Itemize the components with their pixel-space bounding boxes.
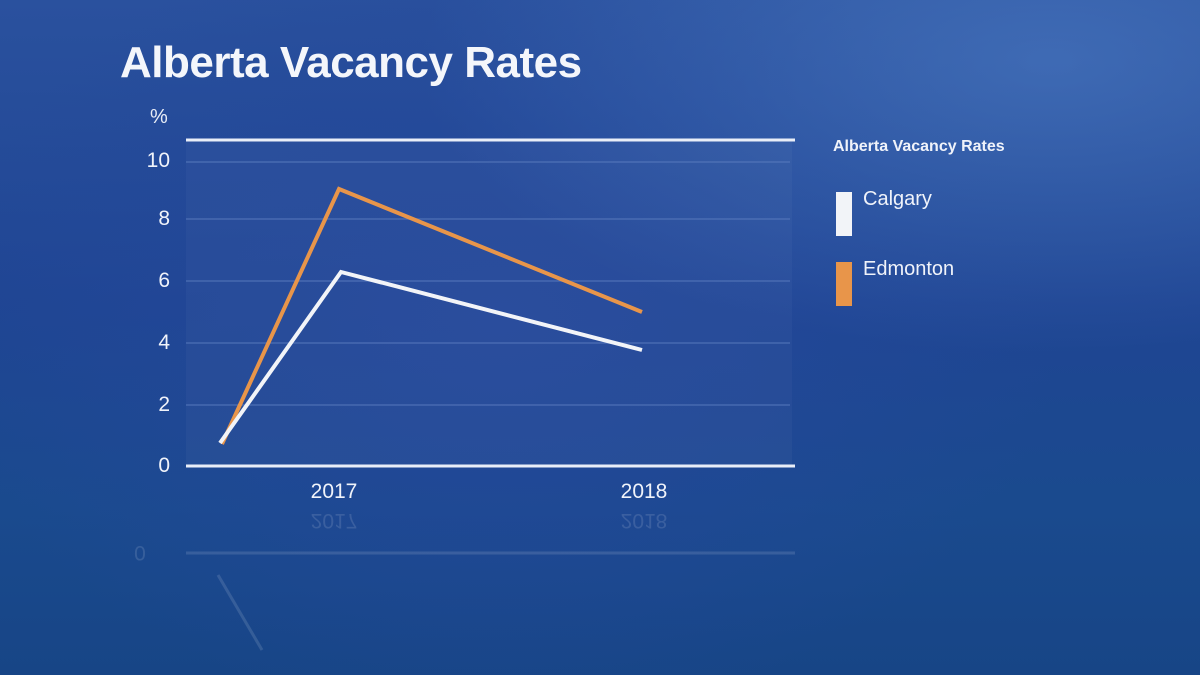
legend-item-calgary[interactable]: Calgary	[833, 188, 1033, 242]
y-tick-10: 10	[146, 149, 170, 172]
legend-swatch-edmonton	[836, 262, 852, 306]
x-tick-2017: 2017	[310, 480, 358, 503]
legend-item-edmonton[interactable]: Edmonton	[833, 258, 1033, 312]
x-tick-2018: 2018	[620, 480, 668, 503]
y-tick-2: 2	[158, 393, 170, 416]
y-tick-6: 6	[158, 269, 170, 292]
y-axis-unit: %	[150, 106, 168, 128]
legend-title: Alberta Vacancy Rates	[833, 138, 1005, 155]
series-calgary-line	[218, 269, 643, 445]
y-tick-0: 0	[158, 454, 170, 477]
legend-label-edmonton: Edmonton	[863, 258, 955, 280]
y-tick-8: 8	[158, 207, 170, 230]
legend-swatch-calgary	[836, 192, 852, 236]
y-tick-4: 4	[158, 331, 170, 354]
series-edmonton-line	[220, 186, 643, 445]
legend: Alberta Vacancy Rates Calgary Edmonton	[833, 135, 1033, 306]
legend-label-calgary: Calgary	[863, 188, 932, 210]
chart-title: Alberta Vacancy Rates	[120, 38, 582, 87]
gridlines	[186, 138, 795, 468]
